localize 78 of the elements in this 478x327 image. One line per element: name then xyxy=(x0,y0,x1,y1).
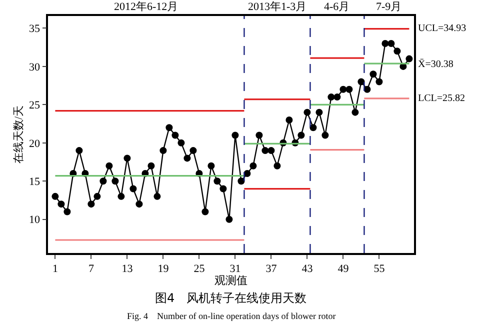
point xyxy=(160,147,167,154)
point xyxy=(226,216,233,223)
x-tick-label: 31 xyxy=(230,262,241,275)
y-tick-label: 35 xyxy=(29,23,41,36)
point xyxy=(88,200,95,208)
x-tick-label: 49 xyxy=(338,262,350,275)
point xyxy=(124,154,131,162)
point xyxy=(304,108,311,116)
text: 4-6月 xyxy=(324,1,350,13)
point xyxy=(274,162,281,170)
point xyxy=(184,154,191,162)
point xyxy=(76,147,83,154)
caption: Fig. 4 Number of on-line operation days of blower rotor xyxy=(127,311,336,321)
point xyxy=(100,178,107,185)
x-tick-label: 25 xyxy=(194,262,206,275)
point xyxy=(178,139,185,146)
point xyxy=(202,208,209,216)
point xyxy=(148,162,155,170)
point xyxy=(118,192,125,200)
caption: 图4 风机转子在线使用天数 xyxy=(155,291,307,305)
text: UCL=34.93 xyxy=(418,23,466,34)
y-tick-label: 10 xyxy=(29,214,41,226)
point xyxy=(64,208,71,216)
point xyxy=(106,162,113,170)
point xyxy=(154,192,161,200)
point xyxy=(250,162,257,170)
point xyxy=(208,162,215,170)
point xyxy=(256,132,263,139)
point xyxy=(232,132,239,139)
x-tick-label: 43 xyxy=(302,262,314,275)
point xyxy=(58,200,65,208)
point xyxy=(376,78,383,86)
text: 2013年1-3月 xyxy=(248,1,307,13)
point xyxy=(94,192,101,200)
x-tick-label: 1 xyxy=(52,262,58,275)
point xyxy=(316,108,323,116)
x-tick-label: 7 xyxy=(88,262,94,275)
x-tick-label: 37 xyxy=(266,262,278,275)
point xyxy=(214,178,221,185)
text: X̄=30.38 xyxy=(418,58,454,70)
point xyxy=(334,94,341,101)
x-axis-title: 观测值 xyxy=(214,274,248,287)
point xyxy=(388,40,395,48)
y-tick-label: 15 xyxy=(29,176,41,188)
point xyxy=(406,55,413,62)
point xyxy=(130,185,137,192)
point xyxy=(340,86,347,93)
point xyxy=(370,70,377,78)
point xyxy=(346,86,353,93)
point xyxy=(358,78,365,86)
y-tick-label: 30 xyxy=(29,61,41,74)
x-tick-label: 55 xyxy=(374,262,386,275)
point xyxy=(394,48,401,55)
point xyxy=(298,132,305,139)
point xyxy=(268,147,275,154)
point xyxy=(328,94,335,101)
point xyxy=(286,116,293,124)
point xyxy=(322,132,329,139)
point xyxy=(190,147,197,154)
text: 7-9月 xyxy=(376,1,402,13)
x-tick-label: 19 xyxy=(158,262,170,275)
x-tick-label: 13 xyxy=(122,262,134,275)
point xyxy=(166,124,173,132)
point xyxy=(220,185,227,192)
point xyxy=(112,178,119,185)
point xyxy=(52,192,59,200)
text: 2012年6-12月 xyxy=(114,1,178,13)
y-axis-title: 在线天数/天 xyxy=(12,105,26,164)
y-tick-label: 25 xyxy=(29,100,41,112)
point xyxy=(352,108,359,116)
point xyxy=(136,200,143,208)
point xyxy=(172,132,179,139)
point xyxy=(310,124,317,132)
y-tick-label: 20 xyxy=(29,138,41,150)
point xyxy=(382,40,389,48)
text: LCL=25.82 xyxy=(418,93,466,104)
point xyxy=(238,178,245,185)
point xyxy=(262,147,269,154)
